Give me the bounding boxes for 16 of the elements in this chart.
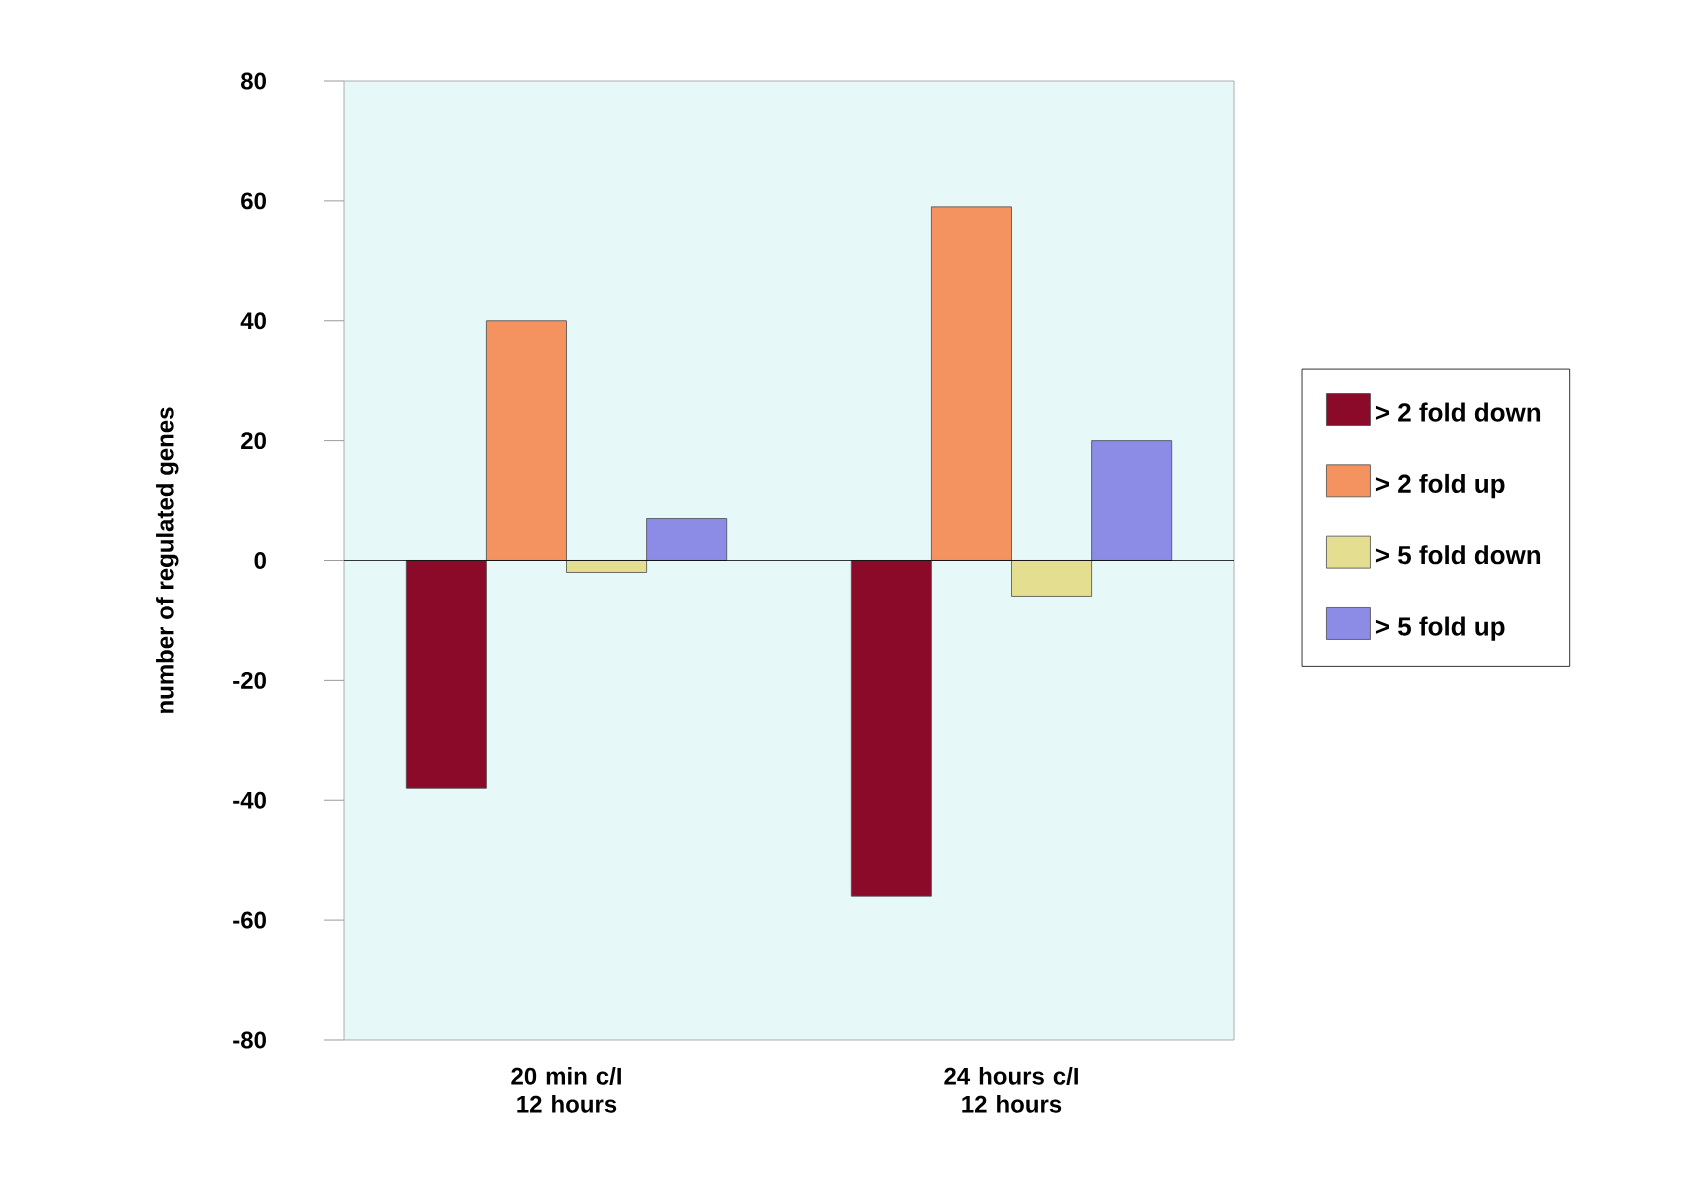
- y-tick-label: -80: [233, 1031, 266, 1049]
- y-tick-label: 0: [254, 552, 266, 569]
- y-axis-title: number of regulated genes: [156, 407, 179, 713]
- y-tick-label: -40: [233, 791, 266, 809]
- y-tick-label: 40: [240, 312, 266, 330]
- legend-label: > 2 fold down: [1375, 402, 1541, 422]
- y-tick-label: 20: [241, 432, 266, 450]
- legend-label: > 2 fold up: [1375, 473, 1505, 499]
- y-tick-label: -60: [233, 911, 266, 929]
- y-tick-label: 80: [241, 72, 266, 90]
- y-tick-label: -20: [233, 671, 266, 689]
- x-tick-label: 24 hours c/I 12 hours: [944, 1067, 1078, 1113]
- x-tick-label: 20 min c/I 12 hours: [511, 1067, 621, 1113]
- y-tick-label: 60: [241, 192, 266, 210]
- legend-label: > 5 fold down: [1375, 545, 1541, 565]
- legend-label: > 5 fold up: [1375, 616, 1505, 641]
